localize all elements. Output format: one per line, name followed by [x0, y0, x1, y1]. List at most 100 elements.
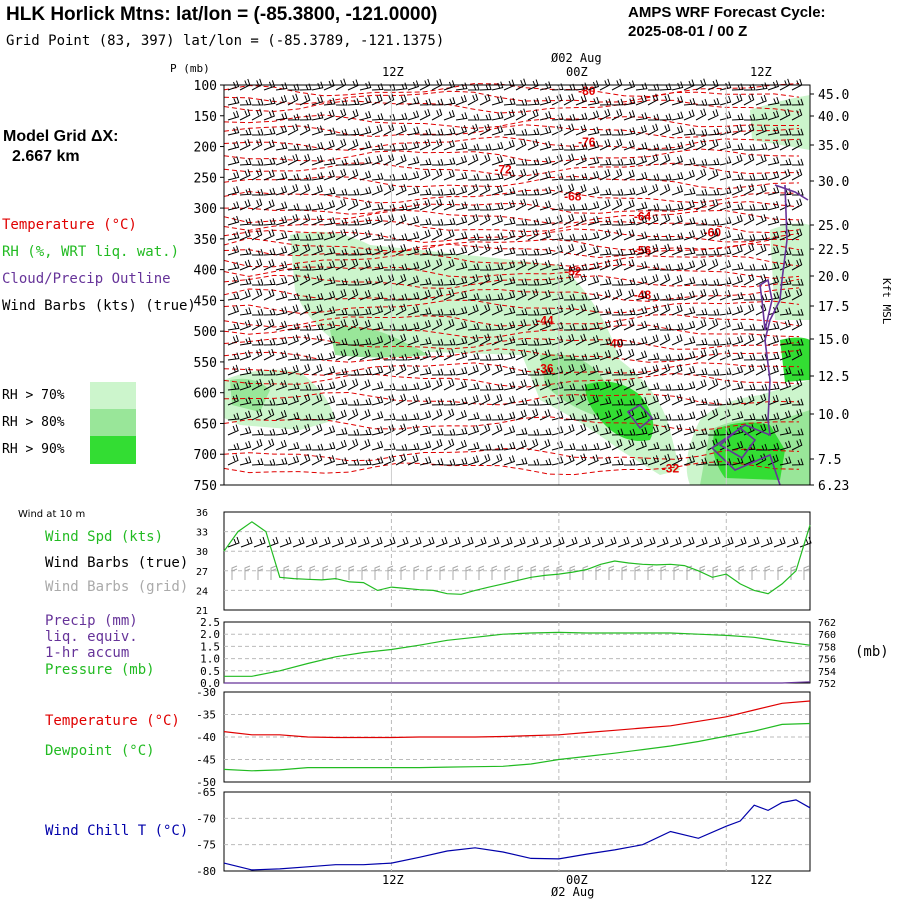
wind-barb — [660, 323, 672, 331]
wind-barb — [455, 410, 467, 421]
wind-barb — [491, 262, 504, 271]
wind-barb — [767, 156, 780, 166]
wind-barb — [659, 233, 672, 241]
wind-barb — [743, 273, 755, 286]
wind-barb — [371, 456, 384, 466]
wind-barb — [299, 393, 311, 406]
wind-barb — [671, 274, 683, 286]
wind-barb — [359, 186, 372, 196]
wind-barb — [431, 108, 443, 121]
wind-barb — [707, 97, 720, 106]
surface-barb-grid — [426, 565, 433, 580]
windchill-panel-frame — [223, 791, 811, 872]
temp-tick-label: -30 — [196, 686, 216, 699]
wind-barb — [467, 412, 480, 421]
wind-barb — [347, 109, 359, 121]
wind-barb — [503, 200, 516, 211]
wind-barb — [347, 378, 359, 391]
pressure-tick-label: 700 — [194, 448, 217, 463]
wind-barb — [323, 187, 336, 196]
wind-barb — [323, 455, 336, 466]
wind-barb — [287, 322, 300, 331]
wind-barb — [384, 113, 396, 121]
wind-barb — [779, 367, 792, 376]
wind-barb — [251, 308, 264, 316]
wind-barb — [467, 113, 480, 121]
wind-barb — [239, 247, 252, 256]
wind-barb — [275, 366, 288, 376]
wind-barb — [443, 80, 456, 91]
wind-barb — [335, 319, 347, 331]
wind-barb — [371, 335, 384, 346]
cloud-outline-diamond — [626, 403, 654, 430]
wind-barb — [515, 457, 528, 466]
wind-barb — [491, 172, 504, 181]
wind-barb — [647, 113, 660, 121]
wind-barb — [359, 367, 372, 376]
wind-barb — [635, 125, 647, 136]
wind-barb — [311, 244, 323, 256]
wind-barb — [335, 439, 347, 451]
wind-barb — [407, 96, 420, 106]
temperature-contour-line — [223, 362, 800, 376]
wind-barb — [432, 278, 444, 286]
wind-barb — [635, 245, 648, 256]
wind-barb — [599, 307, 612, 316]
wind-barb — [443, 428, 456, 436]
wind-barb — [407, 201, 420, 211]
wind-barb — [611, 138, 623, 151]
wind-barb — [431, 378, 443, 391]
wind-barb — [587, 291, 600, 301]
wind-barb — [767, 80, 780, 91]
wind-barb — [539, 458, 552, 466]
upper-wind-barbs — [227, 78, 804, 466]
wind-barb — [384, 203, 396, 211]
wind-barb — [515, 198, 527, 211]
wind-barb — [287, 244, 299, 256]
wind-barb — [503, 109, 515, 121]
wind-barb — [755, 244, 767, 256]
surface-barb-grid — [283, 565, 290, 580]
wind-barb — [407, 215, 420, 226]
wind-barb — [299, 143, 312, 151]
wind-barb — [491, 292, 504, 301]
temperature-contour-line — [223, 323, 800, 339]
wind-barb — [323, 365, 336, 376]
wind-barb — [791, 438, 803, 451]
wind-barb — [623, 338, 636, 346]
surface-barb-true — [721, 536, 734, 548]
temperature-contour-line — [223, 336, 800, 350]
wind-barb — [395, 393, 407, 406]
upper-panel-frame — [223, 84, 811, 486]
wind-speed-line — [223, 521, 811, 595]
wind-barb — [599, 367, 612, 376]
wind-barb — [635, 320, 648, 331]
wind-barb — [527, 258, 539, 271]
wind-barb — [251, 439, 263, 451]
wind-barb — [263, 187, 276, 196]
surface-barb-grid — [270, 565, 277, 580]
wind-barb — [647, 263, 660, 271]
forecast-cycle-date: 2025-08-01 / 00 Z — [628, 23, 748, 40]
wind-barb — [336, 128, 348, 136]
wind-barb — [515, 158, 528, 166]
wind-barb — [707, 128, 720, 136]
wind-barb — [383, 303, 395, 316]
wind-barb — [647, 442, 660, 451]
wind-barb — [683, 366, 696, 376]
wind-barb — [683, 157, 696, 166]
wind-barb — [779, 98, 792, 106]
wind-barb — [467, 425, 480, 436]
wind-barb — [719, 307, 732, 316]
wind-barb — [599, 169, 611, 181]
wind-barb — [479, 443, 492, 451]
wind-barb — [275, 397, 288, 406]
wind-barb — [299, 183, 311, 196]
wind-barb — [480, 353, 492, 361]
pressure-tick-label: 300 — [194, 202, 217, 217]
wind-barb — [311, 323, 324, 331]
wind-barb — [347, 438, 359, 451]
wind-barb — [359, 126, 372, 136]
wind-barb — [791, 198, 803, 211]
top-tick-12z-b: 12Z — [750, 65, 772, 79]
